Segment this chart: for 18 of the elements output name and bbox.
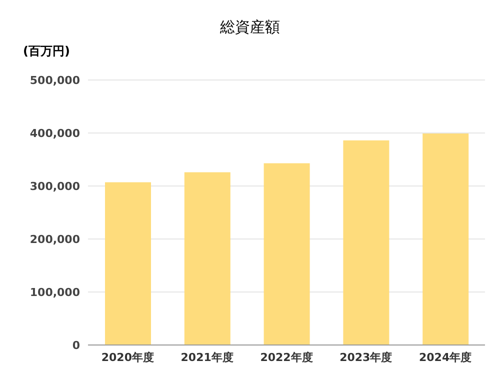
x-tick-label: 2023年度 — [340, 350, 392, 364]
bar — [343, 140, 390, 345]
y-tick-label: 200,000 — [30, 232, 80, 246]
bar — [184, 172, 230, 345]
y-tick-label: 0 — [72, 338, 80, 352]
x-tick-label: 2020年度 — [101, 350, 154, 364]
chart-title: 総資産額 — [219, 18, 281, 37]
x-tick-label: 2021年度 — [180, 350, 234, 364]
y-tick-label: 100,000 — [30, 286, 80, 299]
bar — [264, 163, 310, 345]
x-tick-label: 2024年度 — [418, 350, 472, 364]
y-axis-title: (百万円) — [23, 43, 70, 60]
y-tick-label: 400,000 — [30, 126, 80, 140]
y-tick-label: 500,000 — [30, 74, 80, 87]
bar — [105, 182, 151, 345]
x-tick-label: 2022年度 — [260, 350, 313, 364]
bar — [422, 134, 469, 345]
y-tick-label: 300,000 — [30, 180, 80, 193]
